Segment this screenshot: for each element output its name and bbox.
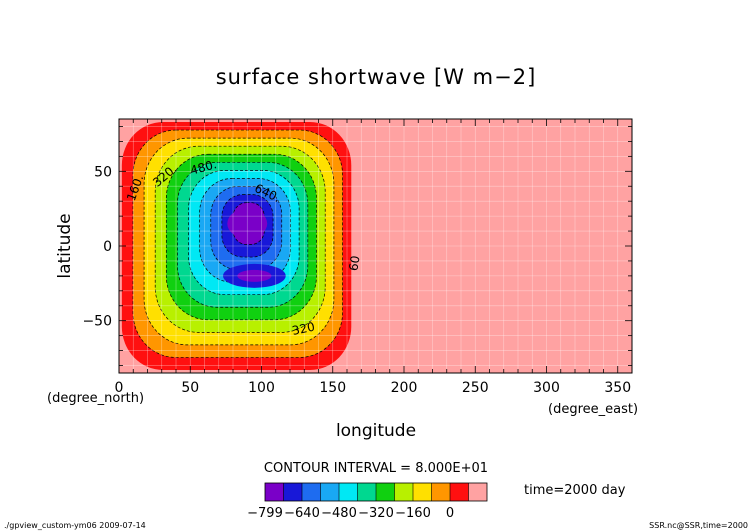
x-tick-label: 200 [391,380,418,396]
contour-label: 60 [346,254,362,271]
colorbar-swatch [265,483,284,501]
primary-minimum-core [227,208,268,239]
footer-right: SSR.nc@SSR,time=2000 [649,521,748,530]
colorbar-swatch [320,483,339,501]
y-axis-label: latitude [55,213,75,278]
shortwave-field [121,121,352,371]
colorbar-label: −160 [395,506,431,521]
y-axis-ticks: −50 0 50 [82,126,632,366]
colorbar-label: −799 [247,506,283,521]
x-axis-ticks: 0 50 100 150 200 250 300 350 [115,119,633,396]
colorbar-frame [264,482,488,502]
colorbar-label: 0 [446,506,454,521]
colorbar-swatch [431,483,450,501]
y-unit-label: (degree_north) [47,391,144,406]
colorbar-label: −480 [321,506,357,521]
x-tick-label: 350 [604,380,631,396]
x-tick-label: 50 [181,380,199,396]
contour-label: 480. [189,157,218,177]
colorbar-swatch [468,483,487,501]
y-tick-label: 0 [103,239,112,255]
y-tick-label: −50 [82,314,112,330]
colorbar-swatch [394,483,413,501]
y-tick-label: 50 [94,164,112,180]
colorbar-swatch [339,483,358,501]
colorbar-swatch [283,483,302,501]
x-unit-label: (degree_east) [548,402,638,417]
colorbar-swatch [413,483,432,501]
colorbar-swatch [302,483,321,501]
x-axis-label: longitude [336,421,416,441]
contour-label: 320 [291,320,316,338]
colorbar-label: −320 [358,506,394,521]
chart-title: surface shortwave [W m−2] [216,65,537,89]
colorbar-swatch [376,483,395,501]
colorbar-swatch [450,483,469,501]
time-label: time=2000 day [524,483,626,498]
colorbar-label: −640 [284,506,320,521]
colorbar-swatch [357,483,376,501]
x-tick-label: 300 [533,380,560,396]
grid-lines [119,119,632,373]
x-tick-label: 150 [319,380,346,396]
x-tick-label: 250 [462,380,489,396]
secondary-minimum-core [237,269,272,282]
colorbar: −799 −640 −480 −320 −160 0 [247,482,488,521]
footer-left: ./gpview_custom-ym06 2009-07-14 [4,521,146,530]
x-tick-label: 100 [248,380,275,396]
x-tick-label: 0 [115,380,124,396]
contour-interval-text: CONTOUR INTERVAL = 8.000E+01 [264,461,488,476]
